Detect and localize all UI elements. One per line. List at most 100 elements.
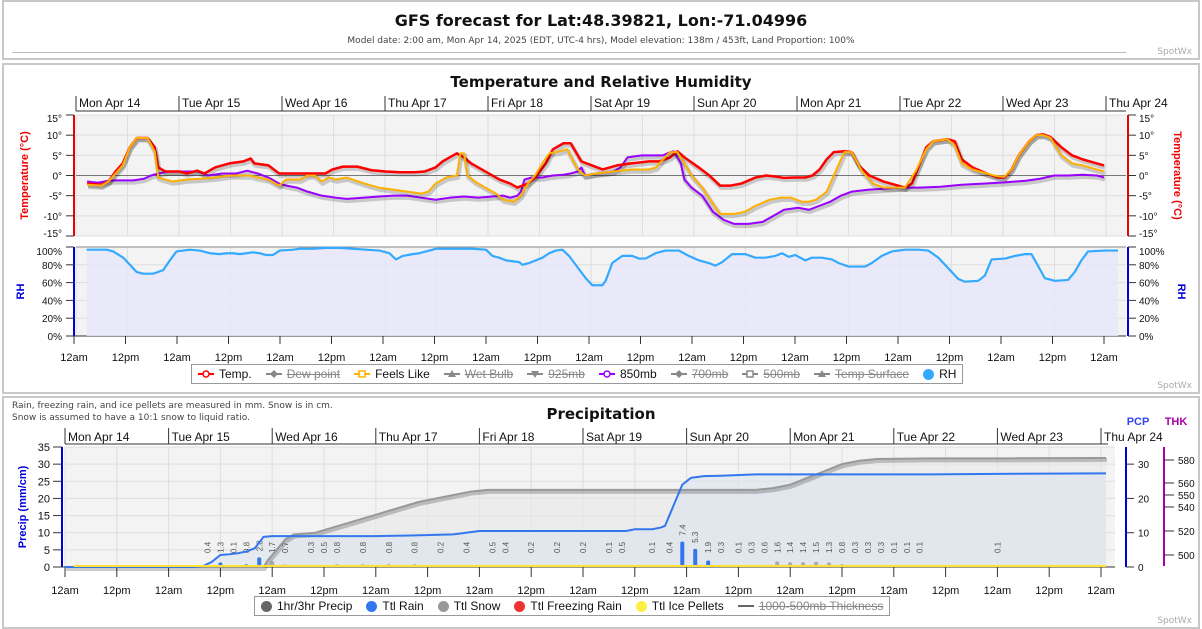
x-tick-label: 12pm [421,352,449,364]
temperature-legend: Temp. Dew point Feels Like Wet Bulb 925mb 850… [191,364,964,384]
x-tick-label: 12am [51,585,79,597]
precip-bar-label: 0.5 [618,541,627,553]
precip-bar-label: 5.3 [691,531,700,543]
y-tick-label: 10 [38,528,50,540]
legend-item-ttl-snow[interactable]: Ttl Snow [437,599,501,613]
y-tick-label: -10° [44,212,62,223]
precip-bar-label: 0.1 [916,541,925,553]
precip-bar-label: 0.8 [333,541,342,553]
day-label: Tue Apr 15 [172,430,231,444]
y-tick-label: 20% [42,314,62,325]
legend-item-ttl-rain[interactable]: Ttl Rain [366,599,424,613]
x-tick-label: 12am [155,585,183,597]
y-tick-label: 15° [1139,114,1154,125]
precip-bar-label: 0.2 [553,541,562,553]
x-tick-label: 12pm [833,352,861,364]
legend-item-temp-[interactable]: Temp. [198,367,252,381]
circle-marker-icon [598,369,615,379]
precip-bar-label: 0.3 [851,541,860,553]
day-label: Thu Apr 24 [1104,430,1163,444]
precip-bar-label: 2.8 [255,540,264,552]
x-tick-label: 12am [1090,352,1118,364]
x-tick-label: 12pm [627,352,655,364]
precip-bar [257,557,262,567]
x-tick-label: 12pm [414,585,442,597]
x-tick-label: 12am [880,585,908,597]
legend-item-wet-bulb[interactable]: Wet Bulb [443,367,513,381]
day-label: Sat Apr 19 [586,430,642,444]
precip-bar-label: 0.3 [307,541,316,553]
y-tick-label: 60% [42,279,62,290]
legend-item-500mb[interactable]: 500mb [742,367,800,381]
y-tick-label: 35 [38,442,50,454]
precip-bar [680,541,685,567]
day-label: Wed Apr 23 [1000,430,1063,444]
series-line-ttl-snow [65,456,1107,568]
x-tick-label: 12am [678,352,706,364]
legend-label: Temp Surface [835,367,910,381]
y-tick-label: 0 [44,562,50,574]
legend-item-925mb[interactable]: 925mb [527,367,585,381]
x-tick-label: 12pm [318,352,346,364]
precip-bar-label: 0.4 [501,541,510,553]
precip-axis-label: Precip (mm/cm) [17,465,29,548]
dot-marker-icon [514,600,526,612]
rh-axis-label: RH [15,284,27,300]
legend-item-rh[interactable]: RH [923,367,956,381]
rh-series-line [86,246,1118,287]
legend-label: RH [939,367,957,381]
precip-bar-label: 0.8 [359,541,368,553]
dot-marker-icon [261,600,272,612]
legend-item-feels-like[interactable]: Feels Like [354,367,430,381]
y-tick-label: 30 [1138,460,1150,471]
y-tick-label: 550 [1178,491,1195,502]
legend-item-850mb[interactable]: 850mb [598,367,657,381]
precip-bar-label: 0.1 [993,541,1002,553]
x-tick-label: 12am [776,585,804,597]
x-tick-label: 12am [258,585,286,597]
diamond-marker-icon [670,369,687,379]
x-tick-label: 12pm [936,352,964,364]
legend-label: Ttl Snow [453,599,501,613]
legend-item-1hr-3hr-precip[interactable]: 1hr/3hr Precip [261,599,352,613]
x-tick-label: 12am [466,585,494,597]
snow-ratio-note: Snow is assumed to have a 10:1 snow to l… [12,413,250,423]
legend-item-ttl-freezing-rain[interactable]: Ttl Freezing Rain [514,599,622,613]
legend-item-700mb[interactable]: 700mb [670,367,728,381]
x-tick-label: 12am [369,352,397,364]
series-line-feels-like [87,134,1105,215]
y-tick-label: 100% [36,247,62,258]
precip-bar-label: 0.8 [838,541,847,553]
x-tick-label: 12am [884,352,912,364]
circle-marker-icon [198,369,214,379]
precip-bar-label: 1.9 [704,541,713,553]
dot-marker-icon [366,600,378,612]
x-tick-label: 12am [362,585,390,597]
x-tick-label: 12pm [207,585,235,597]
y-tick-label: 0% [1139,332,1154,343]
precip-bar-label: 1.5 [812,541,821,553]
dot-marker-icon [635,600,647,612]
x-tick-label: 12am [266,352,294,364]
day-label: Wed Apr 23 [1006,96,1069,110]
y-tick-label: 10° [1139,131,1154,142]
legend-label: Ttl Ice Pellets [651,599,724,613]
legend-item-dew-point[interactable]: Dew point [265,367,341,381]
chart-title: Temperature and Relative Humidity [450,73,751,91]
x-tick-label: 12am [472,352,500,364]
legend-label: Ttl Freezing Rain [530,599,622,613]
precip-bar-label: 1.3 [216,541,225,553]
y-tick-label: 5° [52,151,62,162]
precip-bar-label: 0.3 [747,541,756,553]
precip-bar-label: 0.1 [648,541,657,553]
forecast-title: GFS forecast for Lat:48.39821, Lon:-71.0… [394,11,808,30]
legend-item-1000-500mb-thickness[interactable]: 1000-500mb Thickness [737,599,883,613]
day-label: Thu Apr 17 [388,96,447,110]
legend-label: 1hr/3hr Precip [277,599,353,613]
precip-bar-label: 0.2 [579,541,588,553]
legend-item-temp-surface[interactable]: Temp Surface [814,367,909,381]
legend-label: Dew point [286,367,341,381]
day-label: Mon Apr 21 [800,96,862,110]
precip-bar-label: 0.4 [462,541,471,553]
legend-item-ttl-ice-pellets[interactable]: Ttl Ice Pellets [635,599,724,613]
